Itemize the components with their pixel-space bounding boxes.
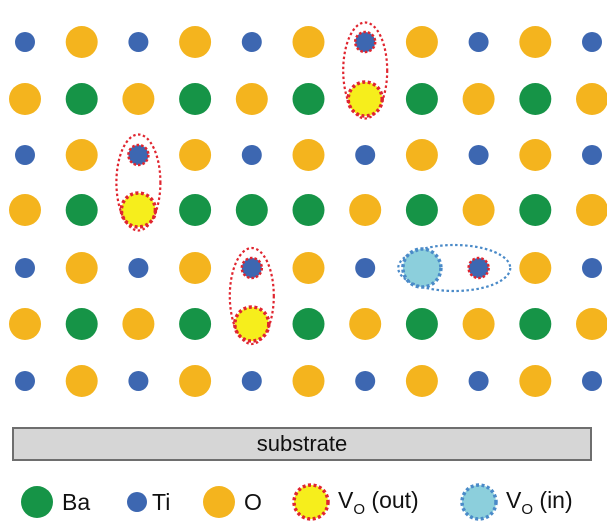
ba-atom	[519, 308, 552, 340]
o-atom	[349, 308, 382, 340]
ti-atom	[241, 371, 262, 391]
vacancy-dipole-out	[228, 246, 275, 346]
ba-atom	[179, 194, 212, 226]
ti-atom	[355, 258, 376, 278]
ba-atom	[292, 308, 325, 340]
ba-atom	[519, 194, 552, 226]
o-atom	[405, 139, 438, 171]
legend-item-vo-in: VO (in)	[458, 482, 573, 522]
o-atom	[349, 194, 382, 226]
ti-atom	[582, 145, 602, 165]
o-atom	[405, 26, 438, 58]
ti-atom	[128, 32, 149, 52]
ba-atom	[235, 194, 268, 226]
oxygen-vacancy-out	[346, 80, 384, 118]
o-atom	[65, 252, 98, 284]
o-atom	[65, 139, 98, 171]
legend-label-vo-in: VO (in)	[506, 486, 573, 518]
o-atom	[9, 83, 41, 115]
ti-atom	[355, 371, 376, 391]
legend-item-vo-out: VO (out)	[290, 482, 419, 522]
ti-atom	[355, 145, 376, 165]
substrate-bar: substrate	[12, 427, 592, 461]
o-atom	[462, 83, 495, 115]
o-atom	[9, 194, 41, 226]
o-atom	[576, 83, 607, 115]
legend-label-o: O	[244, 488, 262, 515]
ti-atom-icon	[127, 492, 147, 512]
ti-atom	[15, 145, 35, 165]
ba-atom	[65, 308, 98, 340]
o-atom	[576, 194, 607, 226]
ti-atom	[241, 32, 262, 52]
ba-atom	[405, 83, 438, 115]
vo-in-vacancy-icon	[460, 483, 498, 521]
ba-atom-icon	[21, 486, 53, 518]
ba-atom	[65, 194, 98, 226]
legend-item-ba: Ba	[18, 482, 90, 522]
ba-atom	[292, 194, 325, 226]
legend-label-ba: Ba	[62, 488, 91, 515]
o-atom	[122, 308, 155, 340]
ba-atom	[179, 308, 212, 340]
displaced-ti-atom	[353, 30, 377, 54]
oxygen-vacancy-out	[119, 191, 158, 229]
displaced-ti-atom	[467, 256, 490, 280]
o-atom	[405, 365, 438, 397]
ba-atom	[65, 83, 98, 115]
ba-atom	[405, 194, 438, 226]
vacancy-dipole-in	[397, 243, 512, 293]
o-atom	[519, 139, 552, 171]
legend-label-vo-out: VO (out)	[338, 486, 419, 518]
o-atom	[292, 139, 325, 171]
o-atom	[462, 194, 495, 226]
legend-item-o: O	[200, 482, 262, 522]
o-atom	[122, 83, 155, 115]
ti-atom	[15, 371, 35, 391]
lattice-diagram	[9, 21, 607, 397]
displaced-ti-atom	[127, 143, 150, 167]
legend-item-ti: Ti	[124, 482, 170, 522]
ti-atom	[468, 32, 489, 52]
ti-atom	[582, 258, 602, 278]
o-atom	[519, 252, 552, 284]
o-atom	[65, 26, 98, 58]
ba-atom	[519, 83, 552, 115]
vacancy-dipole-out	[115, 133, 162, 232]
o-atom	[292, 365, 325, 397]
o-atom	[179, 365, 212, 397]
displaced-ti-atom	[240, 256, 264, 280]
o-atom	[65, 365, 98, 397]
o-atom	[179, 252, 212, 284]
o-atom	[576, 308, 607, 340]
ba-atom	[292, 83, 325, 115]
ba-atom	[405, 308, 438, 340]
o-atom	[292, 26, 325, 58]
o-atom	[9, 308, 41, 340]
oxygen-vacancy-out	[233, 305, 271, 343]
ti-atom	[128, 258, 149, 278]
legend: Ba Ti O VO (out) VO (in)	[0, 478, 607, 527]
o-atom	[519, 26, 552, 58]
ti-atom	[582, 32, 602, 52]
ti-atom	[128, 371, 149, 391]
vo-out-vacancy-icon	[292, 483, 330, 521]
ti-atom	[241, 145, 262, 165]
ti-atom	[468, 145, 489, 165]
ti-atom	[468, 371, 489, 391]
vacancy-dipole-out	[342, 21, 389, 120]
o-atom	[235, 83, 268, 115]
o-atom	[462, 308, 495, 340]
ti-atom	[15, 258, 35, 278]
o-atom	[292, 252, 325, 284]
o-atom	[519, 365, 552, 397]
legend-label-ti: Ti	[152, 488, 171, 515]
o-atom	[179, 26, 212, 58]
o-atom-icon	[203, 486, 235, 518]
substrate-label: substrate	[256, 431, 348, 456]
o-atom	[179, 139, 212, 171]
ti-atom	[582, 371, 602, 391]
ba-atom	[179, 83, 212, 115]
ti-atom	[15, 32, 35, 52]
